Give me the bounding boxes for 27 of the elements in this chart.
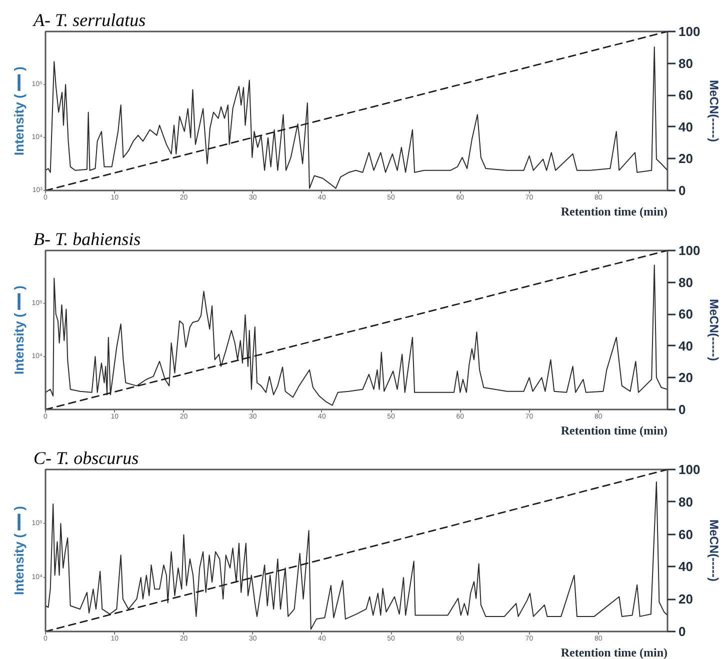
y2-tick-label: 100 [678,243,700,258]
y2-tick-label: 60 [678,306,693,322]
y2-tick-label: 100 [678,462,700,477]
y2-axis-title: MeCN(-----) [707,80,722,142]
y2-tick-label: 40 [678,119,693,134]
chart-title: A- T. serrulatus [32,10,146,30]
x-axis-title: Retention time (min) [560,204,668,218]
x-axis-title: Retention time (min) [560,646,668,659]
chart-title: C- T. obscurus [34,448,139,468]
chart-title: B- T. bahiensis [34,229,141,249]
y2-tick-label: 80 [678,494,693,510]
y2-tick-label: 80 [678,274,693,290]
y2-tick-label: 20 [678,370,693,386]
y2-tick-label: 20 [678,151,693,166]
y2-tick-label: 40 [678,338,693,354]
y2-tick-label: 60 [678,88,693,103]
x-axis-title: Retention time (min) [560,424,668,438]
y-axis-title: Intensity ( ━━ ) [12,66,27,156]
y2-axis-title: MeCN(-----) [707,299,722,361]
y2-tick-label: 60 [678,526,693,542]
y-axis-title: Intensity ( ━━ ) [12,506,27,595]
y2-axis-title: MeCN(-----) [707,520,722,582]
y2-tick-label: 40 [678,559,693,574]
y2-tick-label: 80 [678,56,693,71]
y-axis-title: Intensity ( ━━ ) [12,286,27,374]
y2-tick-label: 100 [678,24,700,39]
y2-tick-label: 20 [678,592,693,607]
